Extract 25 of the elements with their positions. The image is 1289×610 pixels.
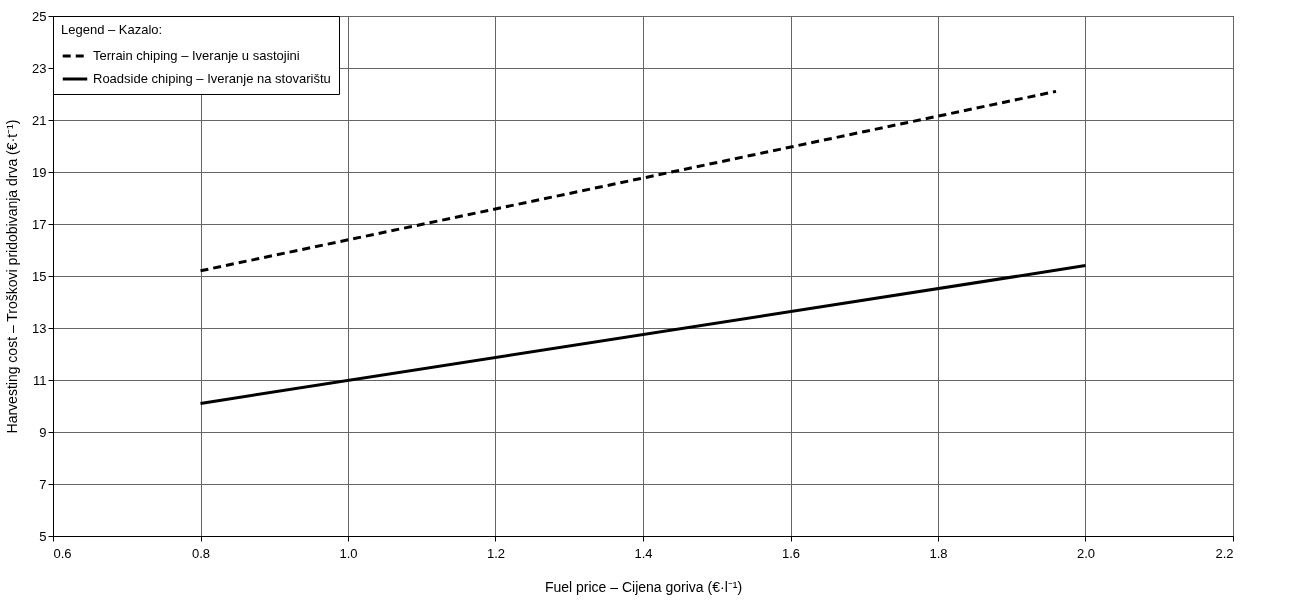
y-axis-title: Harvesting cost – Troškovi pridobivanja drva (€·t⁻¹) <box>4 119 21 434</box>
y-tick-label: 23 <box>32 60 47 76</box>
y-tick-label: 5 <box>39 528 47 544</box>
y-tick-label: 9 <box>39 424 47 440</box>
x-tick-label: 2.0 <box>1076 545 1096 561</box>
y-tick-label: 19 <box>32 164 47 180</box>
y-tick-label: 17 <box>32 216 47 232</box>
legend-label: Terrain chiping – Iveranje u sastojini <box>93 48 300 63</box>
legend-title: Legend – Kazalo: <box>61 22 163 37</box>
x-tick-label: 1.4 <box>634 545 653 561</box>
y-tick-label: 7 <box>39 476 47 492</box>
x-tick-label: 2.2 <box>1215 545 1234 561</box>
x-axis-title: Fuel price – Cijena goriva (€·l⁻¹) <box>544 578 743 595</box>
x-tick-label: 1.2 <box>486 545 506 561</box>
x-tick-label: 1.6 <box>781 545 801 561</box>
y-tick-label: 15 <box>32 268 47 284</box>
y-tick-label: 25 <box>32 8 47 24</box>
y-tick-label: 21 <box>32 112 47 128</box>
x-tick-label: 0.6 <box>53 545 72 561</box>
y-tick-label: 13 <box>32 320 47 336</box>
legend-label: Roadside chiping – Iveranje na stovarištu <box>93 71 331 86</box>
y-tick-label: 11 <box>33 372 47 388</box>
x-tick-label: 0.8 <box>191 545 211 561</box>
x-tick-label: 1.8 <box>929 545 948 561</box>
x-tick-label: 1.0 <box>339 545 358 561</box>
